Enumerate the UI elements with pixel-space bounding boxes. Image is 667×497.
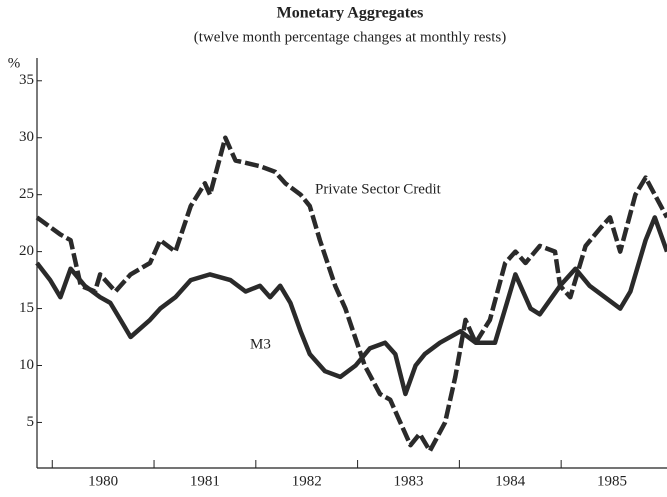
x-tick-label: 1981	[190, 473, 220, 489]
y-axis-label: %	[8, 55, 21, 71]
chart-subtitle: (twelve month percentage changes at mont…	[194, 29, 506, 45]
y-tick-label: 10	[19, 357, 34, 373]
line-series	[35, 215, 667, 397]
y-tick-label: 35	[19, 72, 34, 88]
x-tick-label: 1980	[88, 473, 118, 489]
annotation: M3	[250, 336, 271, 352]
x-tick-label: 1985	[597, 473, 627, 489]
line-series	[35, 135, 667, 454]
chart-title: Monetary Aggregates	[277, 5, 424, 22]
annotation: Private Sector Credit	[315, 181, 442, 197]
y-tick-label: 30	[19, 129, 34, 145]
y-tick-label: 5	[27, 414, 35, 430]
y-tick-label: 15	[19, 300, 34, 316]
y-tick-label: 25	[19, 186, 34, 202]
x-tick-label: 1982	[292, 473, 322, 489]
x-tick-label: 1984	[495, 473, 526, 489]
y-tick-label: 20	[19, 243, 34, 259]
x-tick-label: 1983	[393, 473, 423, 489]
